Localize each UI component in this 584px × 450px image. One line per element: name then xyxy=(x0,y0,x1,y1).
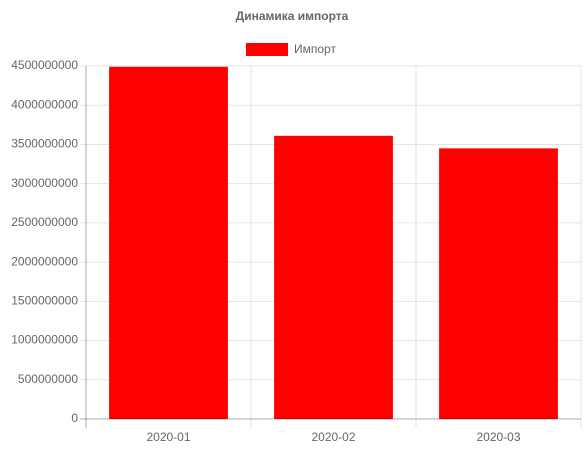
y-tick-label: 1000000000 xyxy=(11,333,78,347)
y-tick-label: 0 xyxy=(71,411,78,425)
y-tick-label: 4500000000 xyxy=(11,58,78,72)
y-tick-label: 3000000000 xyxy=(11,176,78,190)
y-tick-label: 500000000 xyxy=(18,372,78,386)
y-tick-label: 1500000000 xyxy=(11,294,78,308)
y-tick-label: 4000000000 xyxy=(11,97,78,111)
legend-swatch xyxy=(246,43,288,56)
bar xyxy=(439,148,558,419)
y-tick-label: 3500000000 xyxy=(11,137,78,151)
y-tick-label: 2500000000 xyxy=(11,215,78,229)
legend-label: Импорт xyxy=(294,42,336,56)
chart-title: Динамика импорта xyxy=(236,9,349,23)
x-tick-label: 2020-01 xyxy=(146,430,190,444)
x-tick-label: 2020-03 xyxy=(476,430,520,444)
bar xyxy=(109,66,228,419)
y-tick-label: 2000000000 xyxy=(11,254,78,268)
bar xyxy=(274,135,393,419)
x-tick-label: 2020-02 xyxy=(311,430,355,444)
